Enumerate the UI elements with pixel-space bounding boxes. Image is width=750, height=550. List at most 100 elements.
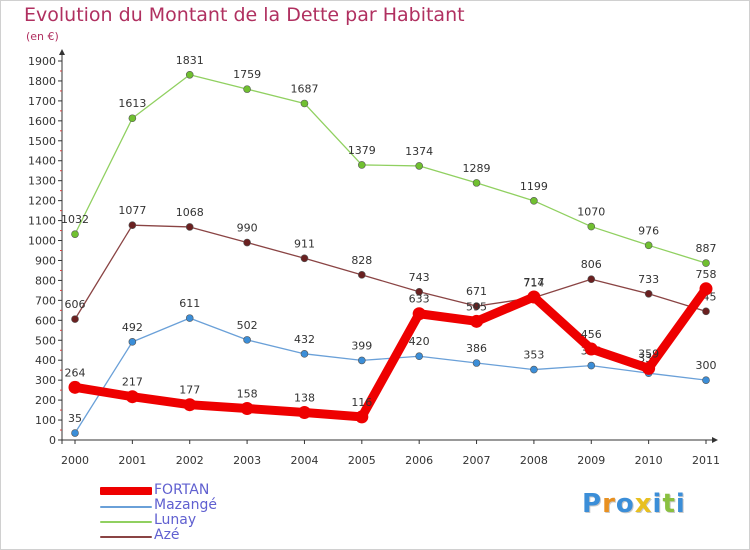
y-tick-label: 600 [35,314,56,327]
data-point-aze [185,223,194,231]
chart-title: Evolution du Montant de la Dette par Hab… [24,4,465,26]
data-label-fortan: 633 [409,293,430,306]
data-point-fortan [125,390,139,404]
data-label-mazange: 300 [696,359,717,372]
data-point-lunay [128,114,137,123]
data-label-mazange: 502 [237,319,258,332]
data-label-mazange: 432 [294,333,315,346]
data-label-lunay: 1289 [463,162,491,175]
series-line-mazange [74,317,707,434]
data-point-mazange [472,359,481,367]
data-label-aze: 743 [409,271,430,284]
logo-letter: i [675,489,686,519]
data-label-fortan: 359 [638,347,659,360]
data-point-aze [415,287,423,296]
data-label-mazange: 35 [68,412,82,425]
data-point-mazange [243,336,251,344]
data-point-fortan [355,410,369,424]
series-line-fortan [70,284,711,422]
x-tick-label: 2007 [463,454,491,467]
y-tick-label: 800 [35,274,56,287]
logo-letter: t [662,489,676,519]
y-tick-label: 1200 [28,195,56,208]
data-label-lunay: 1070 [577,206,605,219]
data-label-mazange: 399 [351,339,372,352]
data-point-mazange [358,356,366,365]
y-tick-label: 1700 [28,95,56,108]
x-tick-label: 2001 [118,454,146,467]
data-label-fortan: 158 [237,387,258,400]
data-point-mazange [702,376,710,384]
data-point-fortan [297,405,311,419]
data-label-fortan: 217 [122,376,143,389]
data-point-mazange [530,365,538,374]
data-label-lunay: 1687 [290,82,318,95]
data-label-fortan: 116 [351,396,372,409]
data-point-aze [358,271,366,279]
data-label-fortan: 717 [523,276,544,289]
data-label-aze: 828 [351,254,372,267]
legend-label-lunay: Lunay [154,512,197,528]
data-point-fortan [470,314,484,328]
legend-label-fortan: FORTAN [154,482,210,498]
data-label-fortan: 758 [696,268,717,281]
data-label-aze: 806 [581,258,602,271]
y-axis-arrow [59,49,65,55]
data-label-fortan: 138 [294,391,315,404]
data-point-lunay [358,161,366,169]
data-point-mazange [71,429,79,437]
logo-letter: i [652,489,663,519]
data-label-aze: 1068 [176,206,204,219]
y-tick-label: 1800 [28,75,56,88]
data-point-fortan [240,401,254,415]
data-label-lunay: 1374 [405,145,433,158]
y-tick-label: 100 [35,414,56,427]
data-label-lunay: 1379 [348,144,376,157]
data-label-aze: 733 [638,273,659,286]
y-tick-label: 1900 [28,55,56,68]
legend-swatch-mazange [100,506,152,508]
legend-swatch-fortan [100,487,152,495]
data-point-lunay [243,85,251,93]
x-tick-label: 2003 [233,454,261,467]
logo-letter: r [602,489,616,519]
logo-letter: o [615,489,635,519]
x-tick-label: 2006 [405,454,433,467]
legend-label-aze: Azé [154,527,180,543]
x-tick-label: 2002 [176,454,204,467]
x-tick-label: 2010 [635,454,663,467]
data-point-lunay [300,99,309,108]
data-point-fortan [183,398,197,412]
logo-letter: x [634,489,653,519]
data-label-fortan: 264 [65,366,86,379]
series-line-lunay [74,74,707,264]
data-label-mazange: 386 [466,342,487,355]
y-tick-label: 0 [49,434,56,447]
data-label-aze: 606 [65,298,86,311]
data-point-lunay [71,230,79,238]
y-tick-label: 1600 [28,115,56,128]
data-label-fortan: 456 [581,328,602,341]
y-tick-label: 700 [35,294,56,307]
legend-swatch-aze [100,536,152,538]
y-tick-label: 500 [35,334,56,347]
data-label-mazange: 353 [523,349,544,362]
data-point-mazange [128,338,137,346]
series-line-aze [74,224,707,320]
legend-item-mazange: Mazangé [100,497,300,515]
data-point-aze [243,238,251,247]
x-tick-label: 2005 [348,454,376,467]
data-point-aze [300,254,309,263]
data-label-aze: 671 [466,285,487,298]
data-label-lunay: 1613 [118,97,146,110]
legend-label-mazange: Mazangé [154,497,217,513]
data-point-lunay [185,70,194,79]
data-label-lunay: 1199 [520,180,548,193]
data-point-aze [644,289,653,298]
data-point-lunay [415,162,423,170]
y-tick-label: 1400 [28,155,56,168]
data-label-mazange: 611 [179,297,200,310]
data-label-lunay: 1831 [176,54,204,67]
data-label-fortan: 177 [179,384,200,397]
